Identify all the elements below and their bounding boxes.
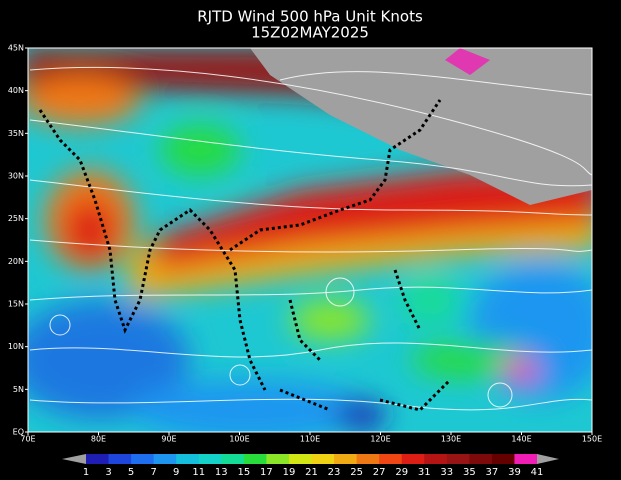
lon-label: 150E [582,435,602,444]
colorbar-label: 1 [83,467,89,478]
lat-axis: 45N 40N 35N 30N 25N 20N 15N 10N 5N EQ [8,44,28,437]
colorbar-end [62,454,86,464]
colorbar-box [356,454,380,464]
lat-label: 10N [8,342,24,351]
colorbar-label: 41 [531,467,544,478]
colorbar-box [131,454,155,464]
lon-label: 130E [441,435,461,444]
colorbar-label: 21 [305,467,318,478]
colorbar-label: 5 [128,467,134,478]
lat-label: 5N [13,385,24,394]
colorbar-box [153,454,177,464]
colorbar-end [537,454,559,464]
lon-label: 80E [91,435,106,444]
colorbar-box [86,454,110,464]
colorbar-box [491,454,515,464]
colorbar-box [514,454,538,464]
colorbar-label: 33 [440,467,453,478]
colorbar-box [334,454,358,464]
colorbar-box [108,454,132,464]
lat-label: 20N [8,257,24,266]
lat-label: 25N [8,214,24,223]
lon-label: 100E [229,435,249,444]
title: RJTD Wind 500 hPa Unit Knots [197,8,423,26]
wind-field [28,48,592,432]
lon-axis: 70E 80E 90E 100E 110E 120E 130E 140E 150E [20,432,602,444]
lat-label: 45N [8,44,24,53]
colorbar-box [311,454,335,464]
lon-label: 90E [161,435,176,444]
colorbar-label: 19 [283,467,296,478]
colorbar-label: 25 [350,467,363,478]
colorbar-label: 27 [373,467,386,478]
lat-label: EQ [13,428,24,437]
colorbar-box [176,454,200,464]
lon-label: 120E [370,435,390,444]
colorbar-box [288,454,312,464]
subtitle: 15Z02MAY2025 [251,24,369,42]
colorbar: 1 3 5 7 9 11 13 15 17 19 21 23 25 27 29 31 33 35 37 39 41 [62,454,559,478]
colorbar-box [243,454,267,464]
colorbar-label: 39 [508,467,521,478]
colorbar-box [379,454,403,464]
colorbar-label: 15 [237,467,250,478]
lat-label: 40N [8,86,24,95]
colorbar-label: 29 [395,467,408,478]
lon-label: 140E [511,435,531,444]
colorbar-box [401,454,425,464]
colorbar-box [469,454,493,464]
colorbar-label: 7 [150,467,156,478]
colorbar-box [221,454,245,464]
lat-label: 15N [8,300,24,309]
colorbar-box [446,454,470,464]
lat-label: 30N [8,172,24,181]
lat-label: 35N [8,129,24,138]
colorbar-label: 3 [105,467,111,478]
colorbar-label: 11 [192,467,205,478]
colorbar-label: 9 [173,467,179,478]
colorbar-label: 31 [418,467,431,478]
colorbar-box [424,454,448,464]
colorbar-label: 13 [215,467,228,478]
colorbar-label: 35 [463,467,476,478]
lon-label: 70E [20,435,35,444]
colorbar-box [266,454,290,464]
colorbar-label: 37 [486,467,499,478]
lon-label: 110E [300,435,320,444]
colorbar-box [198,454,222,464]
colorbar-label: 17 [260,467,273,478]
colorbar-label: 23 [328,467,341,478]
